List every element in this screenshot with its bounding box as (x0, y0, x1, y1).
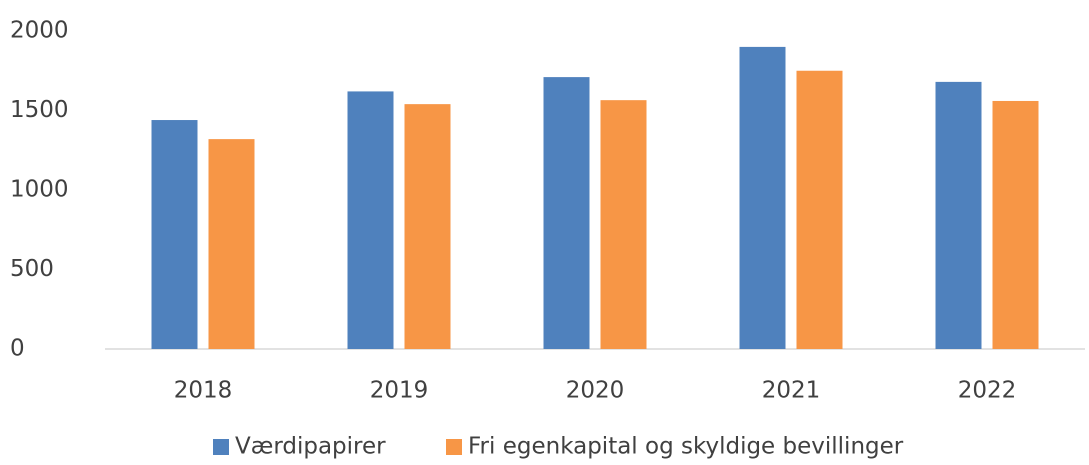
x-tick-label: 2022 (958, 378, 1017, 404)
bar (796, 70, 843, 349)
bar (992, 100, 1039, 350)
legend-label: Værdipapirer (235, 434, 386, 460)
legend-swatch (213, 439, 229, 455)
bar (208, 139, 255, 349)
bar (347, 91, 394, 350)
x-tick-label: 2019 (370, 378, 429, 404)
bar (600, 100, 647, 349)
bar (543, 77, 590, 350)
y-tick-label: 500 (10, 256, 54, 282)
y-tick-label: 1000 (10, 177, 69, 203)
bar (739, 46, 786, 350)
x-tick-label: 2021 (762, 378, 821, 404)
y-tick-label: 2000 (10, 18, 69, 44)
legend-swatch (446, 439, 462, 455)
y-tick-label: 1500 (10, 97, 69, 123)
legend-label: Fri egenkapital og skyldige bevillinger (468, 434, 904, 460)
y-tick-label: 0 (10, 336, 25, 362)
x-tick-label: 2020 (566, 378, 625, 404)
bar (151, 120, 198, 349)
x-tick-label: 2018 (174, 378, 233, 404)
bar (935, 81, 982, 349)
bar (404, 104, 451, 349)
